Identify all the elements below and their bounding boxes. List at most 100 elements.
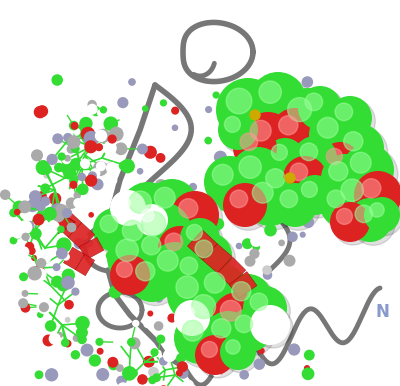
- Circle shape: [248, 178, 300, 230]
- Circle shape: [245, 200, 254, 208]
- Circle shape: [104, 142, 116, 154]
- Circle shape: [149, 367, 158, 377]
- Circle shape: [182, 285, 242, 345]
- Circle shape: [178, 227, 188, 237]
- Circle shape: [176, 370, 182, 376]
- Circle shape: [57, 279, 69, 291]
- Circle shape: [117, 365, 123, 371]
- Polygon shape: [79, 237, 104, 260]
- Circle shape: [97, 349, 103, 354]
- Circle shape: [212, 366, 222, 376]
- Circle shape: [370, 203, 384, 217]
- Circle shape: [242, 112, 294, 164]
- Circle shape: [216, 294, 227, 305]
- Circle shape: [320, 142, 360, 182]
- Circle shape: [74, 239, 84, 249]
- Circle shape: [108, 163, 112, 168]
- Circle shape: [296, 96, 302, 102]
- Circle shape: [293, 136, 337, 180]
- Circle shape: [284, 202, 290, 208]
- Circle shape: [348, 198, 392, 242]
- Circle shape: [101, 190, 112, 200]
- Circle shape: [180, 257, 198, 275]
- Circle shape: [276, 186, 320, 230]
- Circle shape: [108, 357, 118, 367]
- Circle shape: [100, 107, 106, 113]
- Circle shape: [144, 320, 151, 327]
- Circle shape: [174, 195, 222, 242]
- Circle shape: [183, 306, 191, 313]
- Circle shape: [68, 136, 80, 148]
- Circle shape: [156, 295, 162, 302]
- Circle shape: [10, 209, 17, 217]
- Polygon shape: [55, 211, 82, 237]
- Circle shape: [78, 184, 88, 195]
- Circle shape: [44, 208, 56, 220]
- Circle shape: [171, 271, 227, 327]
- Circle shape: [70, 177, 77, 185]
- Circle shape: [216, 296, 268, 348]
- Circle shape: [52, 204, 64, 215]
- Circle shape: [129, 338, 140, 349]
- Circle shape: [81, 344, 93, 356]
- Circle shape: [39, 113, 44, 118]
- Circle shape: [57, 248, 67, 259]
- Circle shape: [336, 208, 352, 224]
- Circle shape: [236, 244, 242, 249]
- Circle shape: [183, 380, 194, 386]
- Circle shape: [98, 187, 107, 196]
- Circle shape: [294, 113, 300, 119]
- Circle shape: [228, 283, 234, 289]
- Circle shape: [130, 220, 141, 232]
- Circle shape: [31, 229, 41, 239]
- Circle shape: [182, 320, 203, 341]
- Circle shape: [138, 232, 186, 279]
- Circle shape: [109, 361, 118, 370]
- Circle shape: [111, 234, 167, 290]
- Circle shape: [72, 145, 79, 152]
- Circle shape: [106, 163, 117, 173]
- Circle shape: [83, 235, 88, 239]
- Circle shape: [151, 242, 157, 247]
- Circle shape: [180, 306, 194, 320]
- Circle shape: [64, 190, 72, 198]
- Circle shape: [250, 72, 306, 128]
- Circle shape: [91, 169, 100, 178]
- Circle shape: [20, 273, 27, 281]
- Circle shape: [19, 201, 30, 213]
- Circle shape: [289, 199, 296, 205]
- Circle shape: [88, 100, 96, 108]
- Circle shape: [47, 154, 57, 164]
- Circle shape: [87, 105, 97, 114]
- Circle shape: [255, 296, 266, 308]
- Circle shape: [120, 182, 176, 238]
- Circle shape: [239, 156, 261, 178]
- Circle shape: [336, 174, 392, 230]
- Circle shape: [116, 196, 130, 210]
- Circle shape: [21, 303, 30, 312]
- Circle shape: [271, 108, 319, 156]
- Circle shape: [84, 132, 98, 146]
- Circle shape: [138, 375, 147, 384]
- Circle shape: [293, 146, 298, 151]
- Text: N: N: [375, 303, 389, 321]
- Circle shape: [224, 117, 240, 132]
- Circle shape: [278, 88, 338, 148]
- Circle shape: [129, 79, 135, 85]
- Circle shape: [216, 78, 280, 142]
- Circle shape: [178, 180, 188, 190]
- Circle shape: [97, 369, 108, 380]
- Circle shape: [30, 191, 41, 202]
- Circle shape: [177, 354, 185, 362]
- Circle shape: [323, 186, 367, 230]
- Circle shape: [183, 221, 223, 261]
- Polygon shape: [68, 223, 95, 249]
- Circle shape: [56, 166, 62, 171]
- Circle shape: [88, 172, 96, 180]
- Circle shape: [70, 208, 80, 217]
- Circle shape: [113, 258, 153, 298]
- Circle shape: [164, 350, 175, 362]
- Circle shape: [32, 150, 42, 161]
- Circle shape: [233, 126, 277, 170]
- Circle shape: [65, 301, 73, 309]
